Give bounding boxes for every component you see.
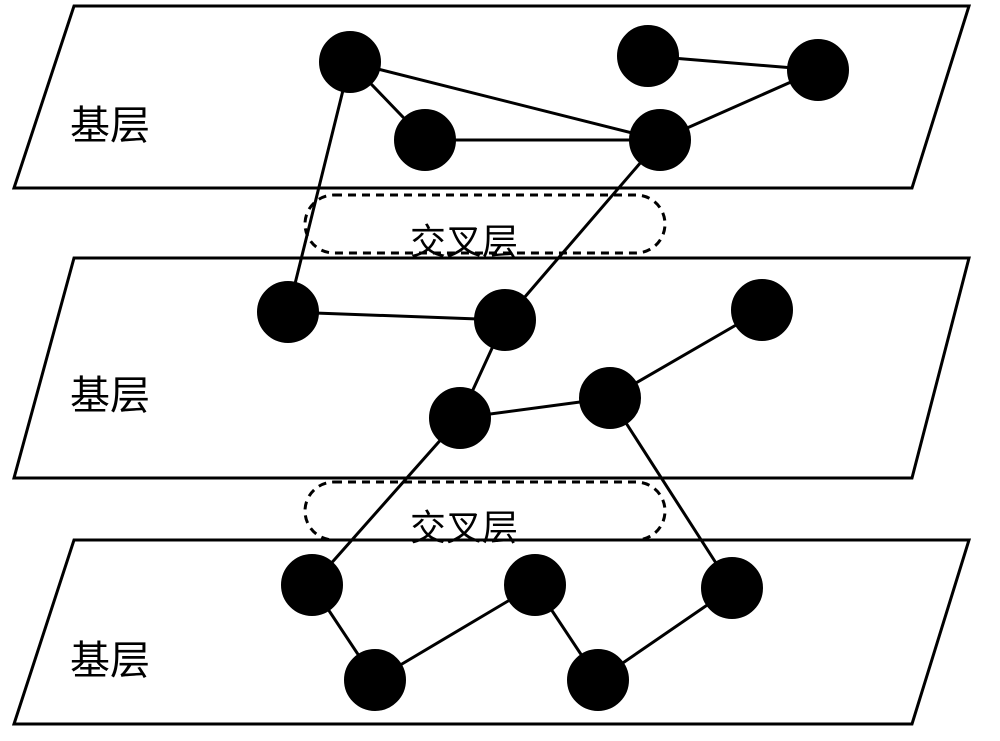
node-n6	[258, 282, 318, 342]
node-n10	[580, 368, 640, 428]
node-n1	[320, 32, 380, 92]
edge	[610, 398, 732, 588]
node-n8	[732, 280, 792, 340]
base-layer-label-3: 基层	[70, 628, 150, 686]
edge	[288, 312, 505, 320]
node-n2	[618, 26, 678, 86]
base-layer-label-1: 基层	[70, 93, 150, 151]
base-layer-label-2: 基层	[70, 363, 150, 421]
plane-bottom	[14, 540, 969, 724]
node-n13	[702, 558, 762, 618]
node-n14	[345, 650, 405, 710]
plane-middle	[14, 258, 969, 478]
edge	[505, 140, 660, 320]
node-n3	[788, 40, 848, 100]
node-n12	[505, 555, 565, 615]
node-n4	[395, 110, 455, 170]
cross-layer-label-2: 交叉层	[410, 499, 518, 551]
diagram-svg	[0, 0, 1000, 741]
cross-layer-label-1: 交叉层	[410, 213, 518, 265]
node-n9	[430, 388, 490, 448]
node-n7	[475, 290, 535, 350]
diagram-stage: 基层基层基层交叉层交叉层	[0, 0, 1000, 741]
node-n11	[282, 555, 342, 615]
node-n5	[630, 110, 690, 170]
node-n15	[568, 650, 628, 710]
